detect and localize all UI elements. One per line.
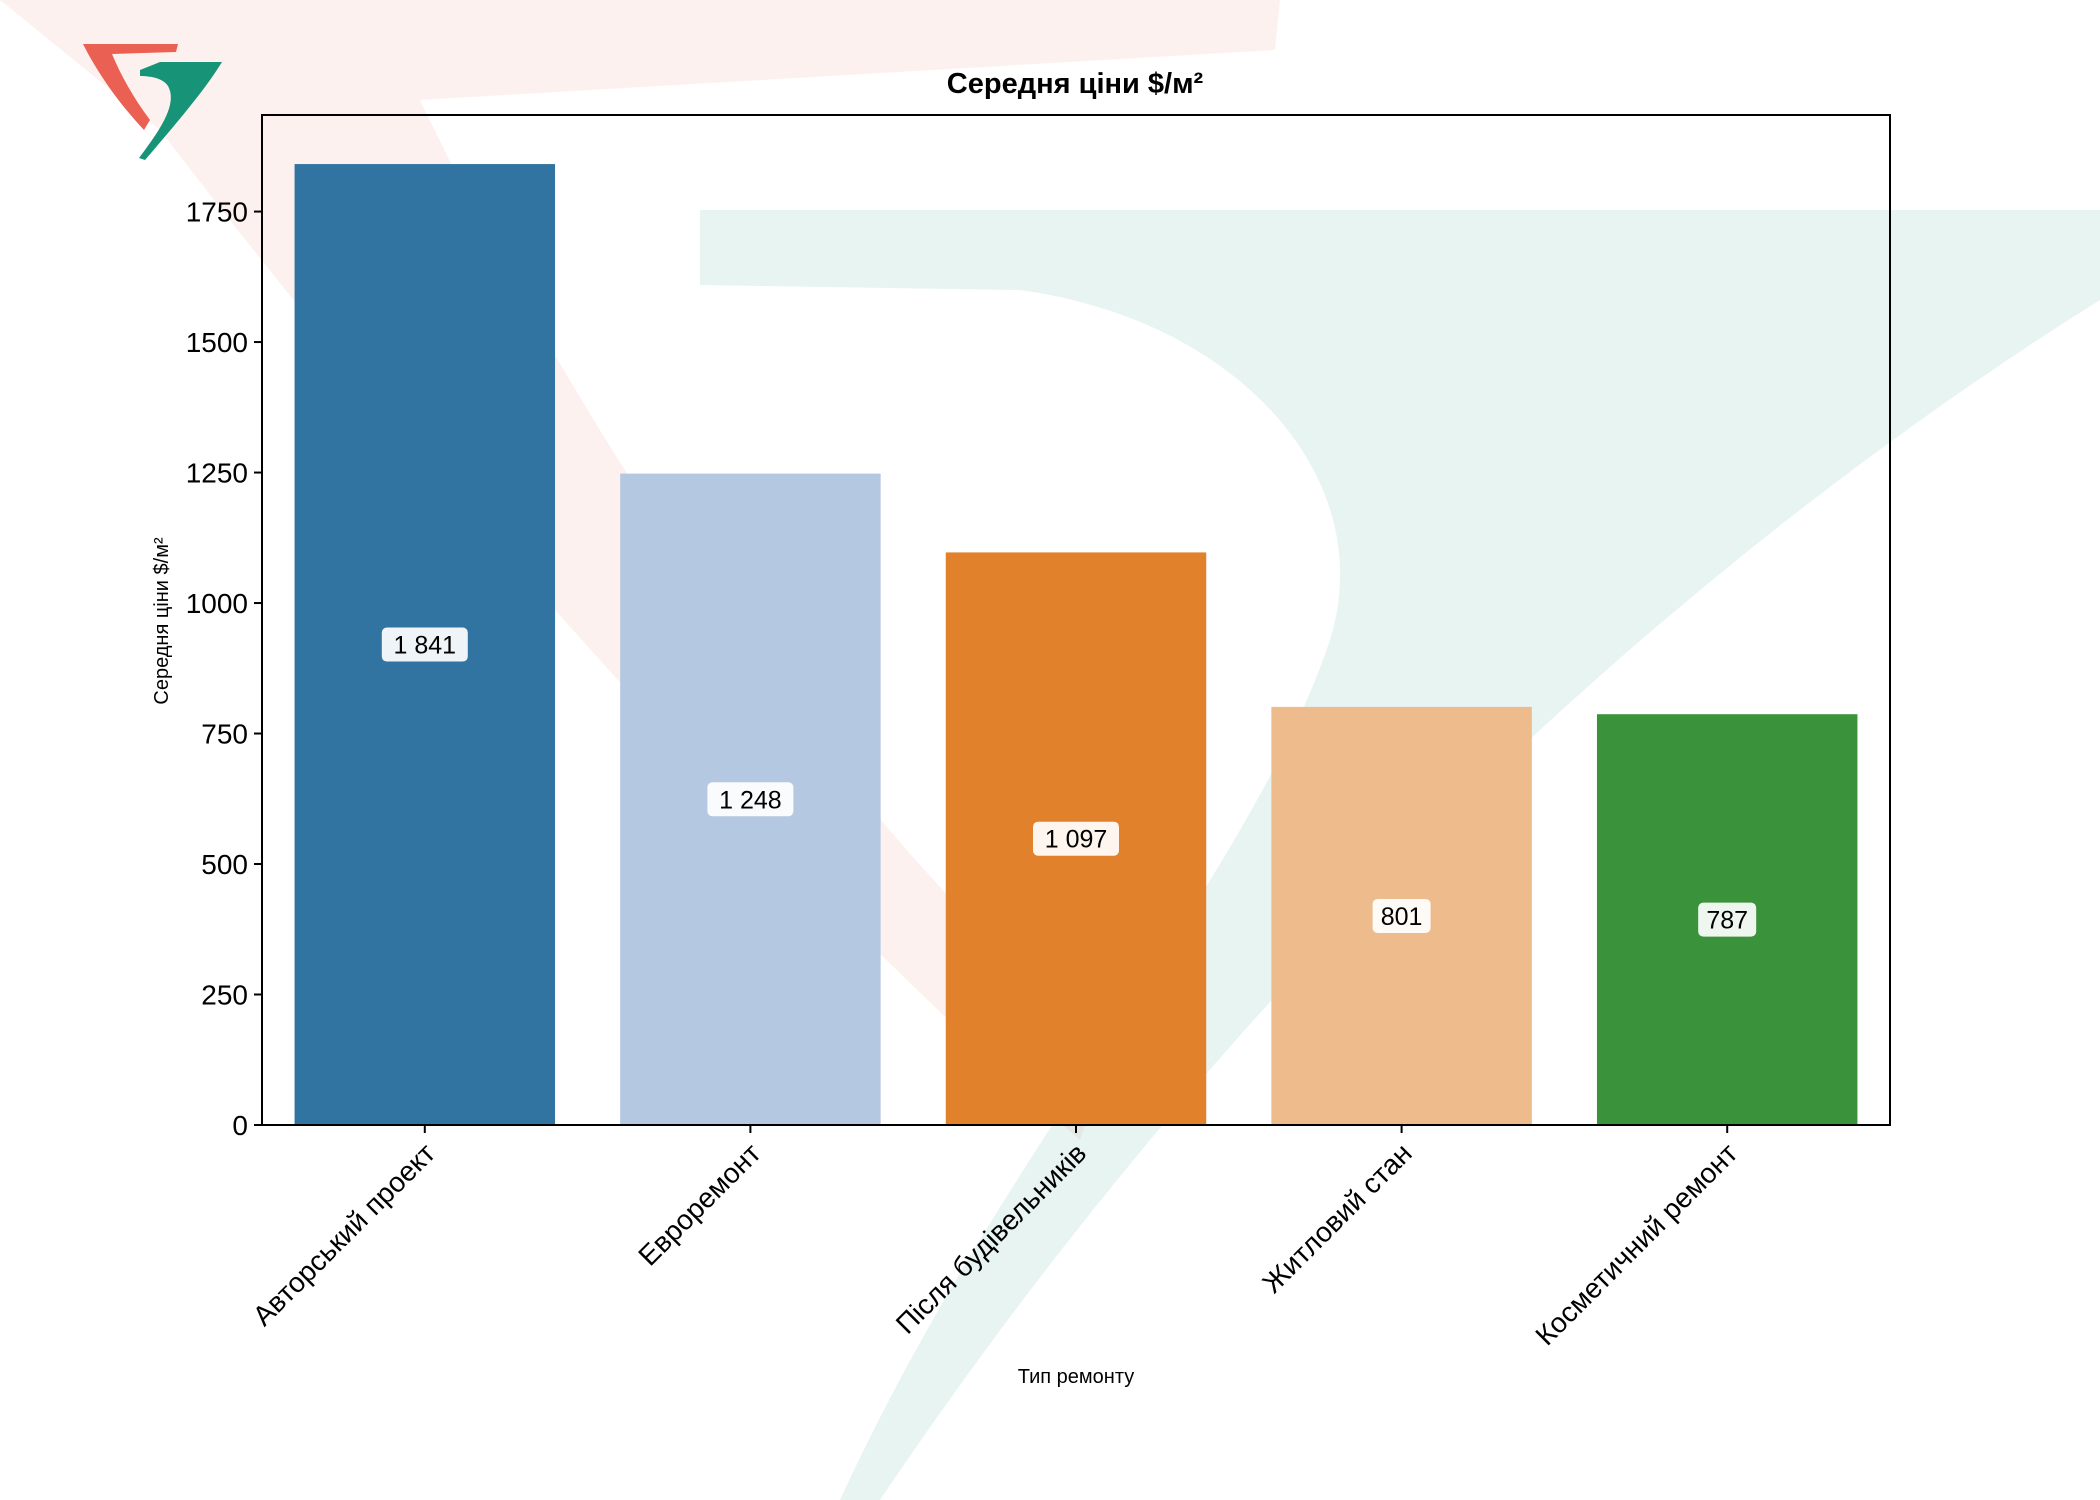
- y-axis: 0 250 500 750 1000 1250 1500 1750: [186, 197, 262, 1141]
- x-tick-label: Косметичний ремонт: [1529, 1137, 1743, 1351]
- chart-title: Середня ціни $/м²: [947, 68, 1204, 100]
- y-tick-label: 750: [201, 719, 248, 750]
- y-tick-label: 0: [232, 1110, 248, 1141]
- data-label-text: 1 097: [1045, 826, 1108, 854]
- plot-frame: [261, 114, 1891, 1126]
- value-labels: 1 841 1 248 1 097 801 787: [381, 627, 1757, 937]
- data-label-box: [707, 782, 794, 817]
- y-tick-label: 250: [201, 980, 248, 1011]
- y-axis-label: Середня ціни $/м²: [151, 537, 173, 705]
- y-tick-label: 1500: [186, 327, 248, 358]
- y-tick-label: 1000: [186, 588, 248, 619]
- data-label-text: 1 841: [394, 632, 457, 660]
- x-tick-label: Евроремонт: [632, 1137, 766, 1271]
- x-axis-label: Тип ремонту: [1018, 1366, 1134, 1388]
- data-label-box: [1372, 898, 1431, 933]
- x-tick-label: Авторський проект: [247, 1137, 441, 1331]
- data-label: 787: [1698, 902, 1757, 937]
- data-label: 1 248: [707, 782, 794, 817]
- y-tick-label: 1250: [186, 458, 248, 489]
- data-label-text: 801: [1381, 903, 1423, 931]
- y-tick-label: 1750: [186, 197, 248, 228]
- data-label-box: [1033, 821, 1119, 856]
- data-label-text: 1 248: [719, 786, 782, 814]
- x-tick-label: Житловий стан: [1256, 1137, 1418, 1299]
- logo-green-shape: [139, 62, 222, 160]
- data-label-text: 787: [1706, 907, 1748, 935]
- data-label: 1 097: [1033, 821, 1119, 856]
- data-label-box: [1698, 902, 1757, 937]
- data-label: 1 841: [381, 627, 468, 662]
- y-tick-label: 500: [201, 849, 248, 880]
- logo-red-shape: [83, 44, 178, 130]
- company-logo: [83, 44, 222, 160]
- data-label-box: [381, 627, 468, 662]
- data-label: 801: [1372, 898, 1431, 933]
